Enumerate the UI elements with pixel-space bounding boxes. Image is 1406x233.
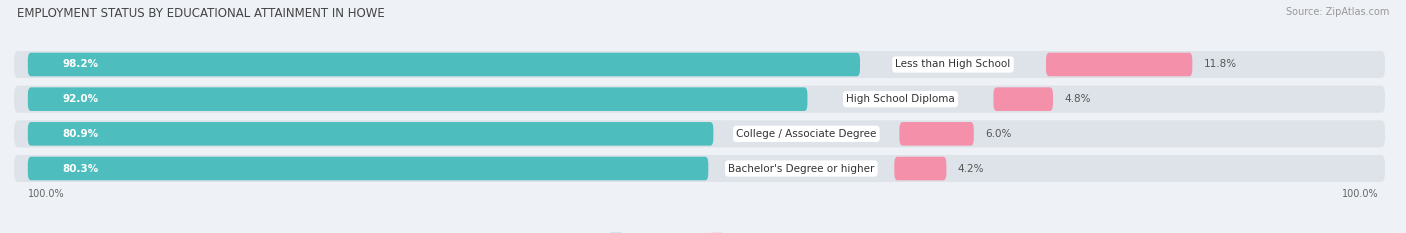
Text: High School Diploma: High School Diploma bbox=[846, 94, 955, 104]
FancyBboxPatch shape bbox=[28, 87, 807, 111]
FancyBboxPatch shape bbox=[28, 122, 713, 146]
FancyBboxPatch shape bbox=[28, 157, 709, 180]
Text: 80.3%: 80.3% bbox=[62, 164, 98, 174]
Text: Bachelor's Degree or higher: Bachelor's Degree or higher bbox=[728, 164, 875, 174]
Text: 100.0%: 100.0% bbox=[28, 189, 65, 199]
Text: 4.2%: 4.2% bbox=[957, 164, 984, 174]
Text: 98.2%: 98.2% bbox=[62, 59, 98, 69]
Text: 4.8%: 4.8% bbox=[1064, 94, 1091, 104]
FancyBboxPatch shape bbox=[1046, 53, 1192, 76]
FancyBboxPatch shape bbox=[900, 122, 974, 146]
FancyBboxPatch shape bbox=[14, 86, 1385, 113]
Text: Source: ZipAtlas.com: Source: ZipAtlas.com bbox=[1285, 7, 1389, 17]
Text: 11.8%: 11.8% bbox=[1204, 59, 1236, 69]
Text: College / Associate Degree: College / Associate Degree bbox=[737, 129, 876, 139]
Text: Less than High School: Less than High School bbox=[896, 59, 1011, 69]
FancyBboxPatch shape bbox=[28, 53, 860, 76]
FancyBboxPatch shape bbox=[894, 157, 946, 180]
FancyBboxPatch shape bbox=[14, 51, 1385, 78]
Text: 6.0%: 6.0% bbox=[984, 129, 1011, 139]
Text: 80.9%: 80.9% bbox=[62, 129, 98, 139]
Text: 100.0%: 100.0% bbox=[1341, 189, 1378, 199]
FancyBboxPatch shape bbox=[14, 155, 1385, 182]
FancyBboxPatch shape bbox=[14, 120, 1385, 147]
FancyBboxPatch shape bbox=[994, 87, 1053, 111]
Text: EMPLOYMENT STATUS BY EDUCATIONAL ATTAINMENT IN HOWE: EMPLOYMENT STATUS BY EDUCATIONAL ATTAINM… bbox=[17, 7, 385, 20]
Text: 92.0%: 92.0% bbox=[62, 94, 98, 104]
